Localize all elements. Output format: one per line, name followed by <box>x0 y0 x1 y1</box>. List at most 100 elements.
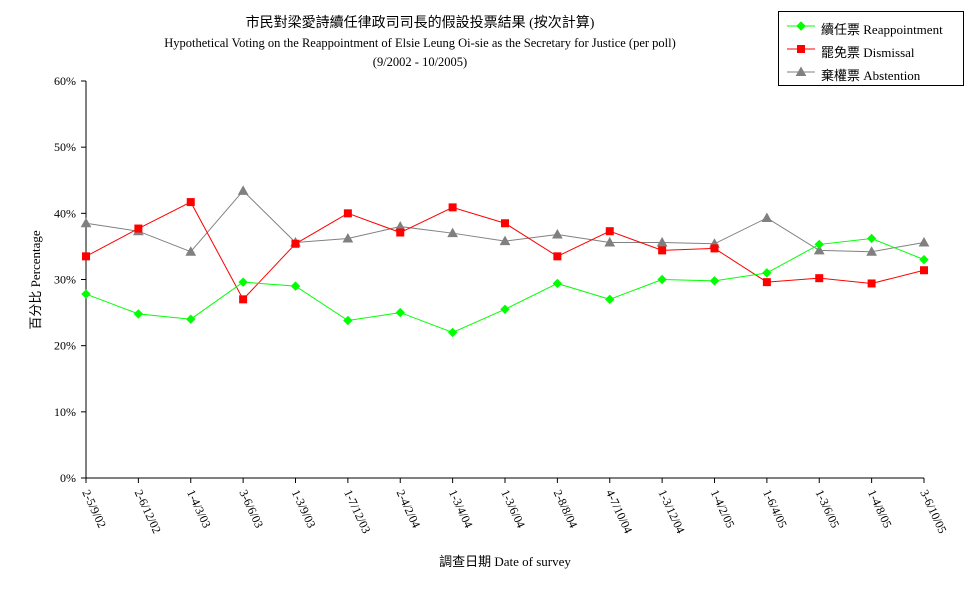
legend: 續任票 Reappointment 罷免票 Dismissal 棄權票 Abst… <box>778 11 964 86</box>
data-point-dismissal <box>343 209 352 218</box>
series-abstention <box>80 185 930 256</box>
data-point-dismissal <box>501 219 509 228</box>
chart-subtitle: Hypothetical Voting on the Reappointment… <box>164 36 676 50</box>
data-point-reappointment <box>552 278 563 289</box>
data-point-dismissal <box>815 274 824 283</box>
data-point-dismissal <box>186 198 195 207</box>
data-point-abstention <box>447 227 458 238</box>
data-point-abstention <box>237 185 249 195</box>
data-point-reappointment <box>866 233 877 244</box>
data-point-dismissal <box>658 246 667 255</box>
legend-item-abstention: 棄權票 Abstention <box>785 64 963 84</box>
data-point-abstention <box>80 217 92 228</box>
y-tick-label: 30% <box>54 273 76 287</box>
series-layer <box>80 185 930 338</box>
legend-marker-reappointment <box>785 20 821 36</box>
x-tick-label: 3-6/10/05 <box>917 487 949 535</box>
legend-item-reappointment: 續任票 Reappointment <box>785 18 963 38</box>
data-point-reappointment <box>447 327 458 338</box>
data-point-reappointment <box>919 254 929 265</box>
data-point-dismissal <box>82 252 90 261</box>
data-point-abstention <box>185 246 197 256</box>
data-point-abstention <box>604 236 616 247</box>
data-point-abstention <box>342 232 354 243</box>
y-tick-label: 60% <box>54 74 76 88</box>
x-tick-label: 3-6/6/03 <box>236 487 266 530</box>
x-tick-label: 4-7/10/04 <box>603 487 635 535</box>
legend-swatch-marker <box>797 45 805 53</box>
x-tick-label: 1-4/3/03 <box>184 487 214 530</box>
x-axis-ticks: 2-5/9/02 2-6/12/02 1-4/3/03 3-6/6/03 1-3/9/0… <box>79 478 950 536</box>
x-tick-label: 1-3/6/04 <box>498 487 528 530</box>
x-tick-label: 2-4/2/04 <box>394 487 424 530</box>
data-point-abstention <box>761 212 773 222</box>
chart-date-range: (9/2002 - 10/2005) <box>373 55 467 69</box>
x-tick-label: 2-6/12/02 <box>132 487 164 535</box>
x-tick-label: 1-7/12/03 <box>341 487 373 535</box>
data-point-reappointment <box>709 276 720 286</box>
data-point-abstention <box>813 244 825 255</box>
data-point-reappointment <box>133 309 144 319</box>
data-point-dismissal <box>710 244 719 253</box>
series-dismissal <box>82 198 928 304</box>
data-point-abstention <box>918 236 930 247</box>
x-tick-label: 1-6/4/05 <box>760 487 790 530</box>
legend-item-dismissal: 罷免票 Dismissal <box>785 41 963 61</box>
x-tick-label: 1-4/2/05 <box>708 487 738 530</box>
data-point-abstention <box>656 236 668 247</box>
data-point-dismissal <box>867 279 876 288</box>
legend-swatch-dismissal <box>787 45 815 53</box>
data-point-dismissal <box>920 266 928 275</box>
legend-swatch-marker <box>795 66 807 76</box>
data-point-dismissal <box>448 203 457 212</box>
data-point-reappointment <box>762 268 772 278</box>
y-tick-label: 0% <box>60 471 76 485</box>
legend-swatch-reappointment <box>787 21 815 31</box>
legend-label-dismissal: 罷免票 Dismissal <box>821 44 915 60</box>
data-point-abstention <box>499 235 511 246</box>
data-point-reappointment <box>605 294 615 305</box>
x-tick-label: 2-8/8/04 <box>551 487 581 530</box>
data-point-dismissal <box>396 228 405 237</box>
data-point-reappointment <box>395 307 405 318</box>
y-axis-label: 百分比 Percentage <box>28 230 43 330</box>
data-point-reappointment <box>238 277 248 287</box>
data-point-dismissal <box>239 295 248 304</box>
data-point-dismissal <box>553 252 562 261</box>
x-tick-label: 1-4/8/05 <box>865 487 895 530</box>
data-point-reappointment <box>343 315 353 326</box>
data-point-reappointment <box>657 274 667 285</box>
x-tick-label: 1-3/12/04 <box>655 487 687 535</box>
y-tick-label: 50% <box>54 140 76 154</box>
chart-title: 市民對梁愛詩續任律政司司長的假設投票結果 (按次計算) <box>246 14 595 31</box>
y-axis-ticks: 0% 10% 20% 30% 40% 50% 60% <box>54 74 86 485</box>
data-point-dismissal <box>134 224 143 233</box>
series-line-dismissal <box>85 201 925 301</box>
data-point-abstention <box>866 246 877 256</box>
y-tick-label: 10% <box>54 405 76 419</box>
y-tick-label: 20% <box>54 339 76 353</box>
legend-swatch-abstention <box>787 66 815 76</box>
data-point-reappointment <box>290 281 301 291</box>
legend-swatch-marker <box>796 21 806 31</box>
legend-label-abstention: 棄權票 Abstention <box>821 67 921 83</box>
x-axis-label: 調查日期 Date of survey <box>439 554 571 569</box>
data-point-reappointment <box>500 304 510 314</box>
data-point-abstention <box>552 228 563 239</box>
data-point-reappointment <box>81 289 91 299</box>
legend-marker-abstention <box>785 66 821 82</box>
x-tick-label: 1-3/6/05 <box>813 487 843 530</box>
data-point-reappointment <box>814 239 824 250</box>
x-tick-label: 2-5/9/02 <box>79 487 109 530</box>
data-point-reappointment <box>186 314 196 324</box>
series-reappointment <box>81 233 929 338</box>
x-tick-label: 1-3/4/04 <box>446 487 476 530</box>
y-tick-label: 40% <box>54 206 76 220</box>
data-point-dismissal <box>291 239 300 248</box>
legend-label-reappointment: 續任票 Reappointment <box>821 21 943 37</box>
legend-marker-dismissal <box>785 43 821 59</box>
series-line-reappointment <box>85 237 925 333</box>
x-tick-label: 1-3/9/03 <box>289 487 319 530</box>
data-point-dismissal <box>762 278 771 287</box>
